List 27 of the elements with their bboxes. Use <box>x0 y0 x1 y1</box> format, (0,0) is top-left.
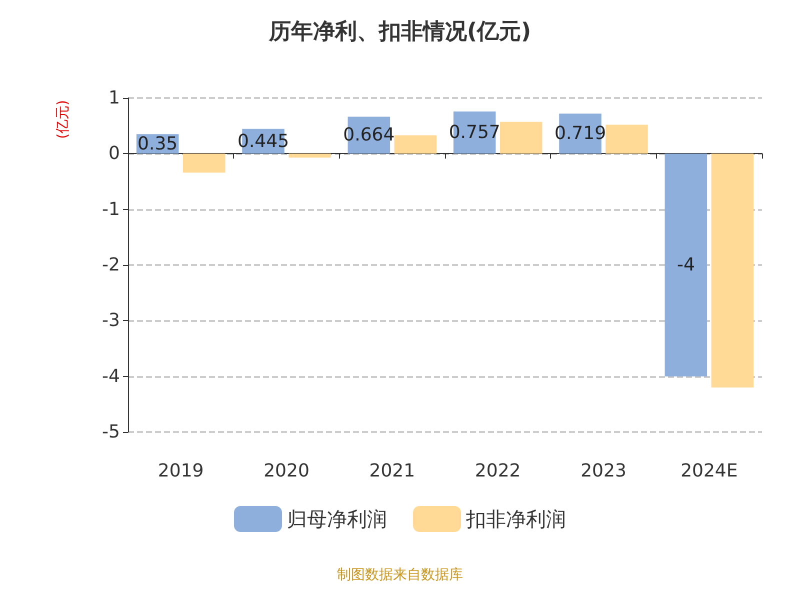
x-tick-label: 2024E <box>680 460 738 482</box>
x-tick-label: 2022 <box>474 460 521 482</box>
legend-label: 归母净利润 <box>287 507 387 531</box>
x-tick-label: 2023 <box>580 460 626 482</box>
x-tick-label: 2020 <box>264 460 310 482</box>
y-tick-label: -2 <box>102 254 120 276</box>
bar <box>711 154 754 388</box>
y-tick-label: 0 <box>108 143 120 164</box>
bar <box>288 154 331 158</box>
y-tick-label: -1 <box>102 198 120 220</box>
bar <box>500 122 542 154</box>
legend-label: 扣非净利润 <box>465 507 566 531</box>
x-tick-label: 2019 <box>158 460 204 482</box>
y-axis-title: (亿元) <box>55 100 71 139</box>
y-tick-label: 1 <box>108 88 120 108</box>
y-tick-label: -4 <box>102 366 120 387</box>
bar <box>394 135 437 154</box>
y-tick-label: -3 <box>102 310 120 332</box>
y-tick-label: -5 <box>102 422 120 442</box>
bar <box>606 124 648 154</box>
data-label: -4 <box>676 254 695 276</box>
bar <box>182 154 226 173</box>
chart-title: 历年净利、扣非情况(亿元) <box>268 20 532 44</box>
text: 制图数据来自数据库 <box>337 567 463 583</box>
x-tick-label: 2021 <box>369 460 416 482</box>
bar <box>664 154 708 376</box>
data-label: 0.35 <box>138 133 178 154</box>
